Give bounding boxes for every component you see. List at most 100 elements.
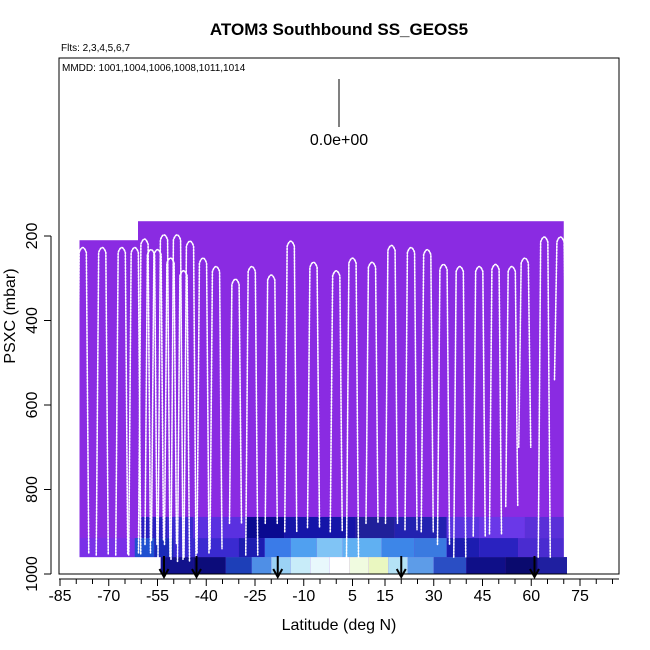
heat-cell bbox=[290, 557, 311, 574]
flight-profile bbox=[329, 270, 344, 533]
heat-cell bbox=[355, 516, 395, 539]
flight-profile bbox=[452, 265, 467, 558]
heat-cell bbox=[479, 538, 519, 558]
dates-note: MMDD: 1001,1004,1006,1008,1011,1014 bbox=[62, 63, 246, 74]
flight-profile bbox=[163, 257, 178, 546]
flight-profile bbox=[196, 257, 210, 554]
flight-profile bbox=[517, 257, 532, 449]
flight-profile bbox=[157, 234, 171, 558]
flight-profile bbox=[404, 246, 418, 531]
flights-note: Flts: 2,3,4,5,6,7 bbox=[61, 43, 130, 54]
flight-profile bbox=[228, 278, 243, 525]
x-tick-label: -70 bbox=[97, 588, 120, 605]
y-tick-label: 400 bbox=[24, 307, 41, 334]
flight-profile bbox=[488, 263, 503, 535]
y-tick-label: 200 bbox=[24, 223, 41, 250]
x-tick-label: -40 bbox=[195, 588, 218, 605]
y-tick-label: 800 bbox=[24, 476, 41, 503]
chart-title: ATOM3 Southbound SS_GEOS5 bbox=[210, 20, 468, 39]
heat-cell bbox=[518, 538, 564, 558]
x-tick-label: 30 bbox=[425, 588, 443, 605]
plot-area bbox=[75, 221, 568, 580]
heat-cell bbox=[342, 538, 382, 558]
flight-profile bbox=[345, 257, 360, 558]
x-axis-label: Latitude (deg N) bbox=[282, 617, 397, 634]
flight-profile bbox=[306, 261, 321, 529]
flight-profile bbox=[150, 248, 165, 541]
flight-profile bbox=[436, 263, 451, 546]
heat-cell bbox=[414, 538, 447, 558]
heat-cell bbox=[388, 557, 408, 574]
heat-cell bbox=[251, 557, 272, 574]
heat-cell bbox=[310, 557, 330, 574]
heat-cell bbox=[505, 557, 538, 574]
heat-cell bbox=[407, 557, 434, 574]
x-tick-label: 45 bbox=[474, 588, 492, 605]
heat-cell bbox=[238, 538, 265, 558]
heat-cell bbox=[154, 538, 174, 558]
flight-profile bbox=[384, 244, 399, 525]
flight-profile bbox=[553, 236, 568, 381]
plot-frame bbox=[58, 57, 620, 575]
flight-profile bbox=[420, 248, 435, 533]
heat-cell bbox=[524, 516, 564, 539]
heat-cell bbox=[433, 557, 467, 574]
heat-cell bbox=[245, 516, 285, 539]
flight-profile bbox=[170, 234, 184, 561]
flight-profile bbox=[127, 246, 142, 556]
flight-profile bbox=[75, 246, 90, 554]
arrow-head bbox=[395, 568, 407, 580]
heat-cell bbox=[134, 538, 155, 558]
heat-cell bbox=[290, 538, 317, 558]
x-tick-label: -10 bbox=[292, 588, 315, 605]
x-tick-label: 60 bbox=[522, 588, 540, 605]
heat-cell bbox=[167, 516, 194, 539]
flight-profile bbox=[114, 246, 129, 556]
flight-profile bbox=[472, 265, 487, 537]
flight-profile bbox=[209, 265, 223, 550]
flight-profile bbox=[264, 274, 279, 525]
y-tick-label: 1000 bbox=[24, 556, 41, 592]
flight-profile bbox=[183, 240, 197, 558]
flight-profile bbox=[365, 261, 379, 525]
heat-cell bbox=[329, 557, 350, 574]
x-tick-label: -55 bbox=[146, 588, 169, 605]
x-tick-label: 15 bbox=[376, 588, 394, 605]
flight-profile bbox=[504, 265, 519, 508]
heat-cell bbox=[381, 538, 415, 558]
flight-profile bbox=[95, 246, 110, 556]
arrow-head bbox=[529, 568, 540, 580]
flight-profile bbox=[283, 240, 298, 533]
heat-cell bbox=[141, 516, 168, 539]
flight-profile bbox=[244, 265, 259, 556]
flight-profile bbox=[176, 270, 191, 563]
x-tick-label: -85 bbox=[48, 588, 71, 605]
arrow-head bbox=[191, 568, 202, 580]
heat-cell bbox=[264, 538, 291, 558]
flight-profile bbox=[137, 238, 152, 554]
heat-cell bbox=[446, 516, 480, 539]
x-tick-label: 75 bbox=[571, 588, 589, 605]
x-axis: -85 -70 -55 -40 -25 -10 5 15 30 45 60 75 bbox=[48, 578, 619, 605]
heat-cell bbox=[446, 538, 480, 558]
heat-cell bbox=[349, 557, 369, 574]
heat-cell bbox=[316, 538, 343, 558]
heat-cell bbox=[466, 557, 506, 574]
heat-cell bbox=[271, 557, 291, 574]
heat-cell bbox=[193, 516, 246, 539]
heat-cell bbox=[193, 557, 226, 574]
y-tick-label: 600 bbox=[24, 392, 41, 419]
y-axis-label: PSXC (mbar) bbox=[2, 268, 19, 363]
y-axis: 200 400 600 800 1000 bbox=[24, 223, 52, 592]
scale-label: 0.0e+00 bbox=[310, 132, 368, 149]
flight-profile bbox=[537, 236, 552, 558]
arrow-head bbox=[272, 568, 284, 580]
background-region bbox=[79, 240, 138, 558]
arrow-head bbox=[158, 568, 170, 580]
heat-cell bbox=[537, 557, 567, 574]
x-tick-label: 5 bbox=[348, 588, 357, 605]
heat-cell bbox=[368, 557, 389, 574]
heat-cell bbox=[225, 557, 252, 574]
heat-cell bbox=[79, 538, 135, 558]
